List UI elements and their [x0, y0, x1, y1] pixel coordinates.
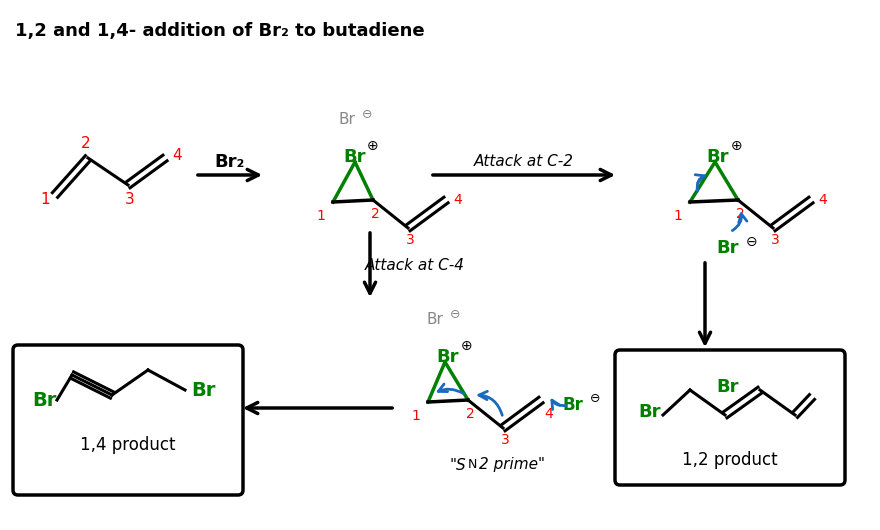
Text: Attack at C-2: Attack at C-2 [474, 155, 574, 170]
Text: "S: "S [450, 457, 466, 473]
Text: ⊕: ⊕ [461, 339, 473, 353]
Text: 1: 1 [673, 209, 682, 223]
Text: ⊖: ⊖ [746, 235, 758, 249]
Text: ⊕: ⊕ [731, 139, 743, 153]
Text: Br: Br [562, 396, 583, 414]
Text: 2 prime": 2 prime" [479, 457, 545, 473]
Text: 4: 4 [545, 407, 554, 421]
Text: N: N [468, 458, 477, 472]
Text: 3: 3 [771, 233, 780, 247]
Text: Br: Br [191, 381, 216, 400]
Text: Br: Br [639, 403, 661, 421]
Text: 3: 3 [406, 233, 414, 247]
Text: 4: 4 [818, 193, 827, 207]
Text: Br: Br [716, 239, 739, 257]
FancyBboxPatch shape [13, 345, 243, 495]
Text: 1,4 product: 1,4 product [80, 436, 176, 454]
Text: 2: 2 [81, 137, 91, 152]
Text: Br: Br [716, 378, 739, 396]
Text: 3: 3 [501, 433, 510, 447]
Text: Br: Br [344, 148, 366, 166]
Text: 1: 1 [412, 409, 421, 423]
Text: 4: 4 [172, 148, 182, 163]
Text: ⊖: ⊖ [590, 392, 600, 404]
Text: Br: Br [427, 313, 444, 328]
Text: 2: 2 [736, 207, 744, 221]
Text: Br: Br [339, 112, 356, 128]
Text: Br₂: Br₂ [215, 153, 246, 171]
Text: ⊕: ⊕ [367, 139, 378, 153]
Text: 1: 1 [40, 192, 50, 208]
Text: 1,2 and 1,4- addition of Br₂ to butadiene: 1,2 and 1,4- addition of Br₂ to butadien… [15, 22, 425, 40]
Text: ⊖: ⊖ [450, 307, 460, 321]
FancyBboxPatch shape [615, 350, 845, 485]
Text: ⊖: ⊖ [362, 108, 372, 120]
Text: 4: 4 [453, 193, 462, 207]
Text: 3: 3 [125, 191, 135, 207]
Text: Br: Br [436, 348, 459, 366]
Text: Attack at C-4: Attack at C-4 [365, 258, 465, 272]
Text: Br: Br [32, 391, 56, 410]
Text: 1,2 product: 1,2 product [682, 451, 778, 469]
Text: 2: 2 [370, 207, 379, 221]
Text: Br: Br [707, 148, 730, 166]
Text: 1: 1 [317, 209, 326, 223]
Text: 2: 2 [466, 407, 474, 421]
